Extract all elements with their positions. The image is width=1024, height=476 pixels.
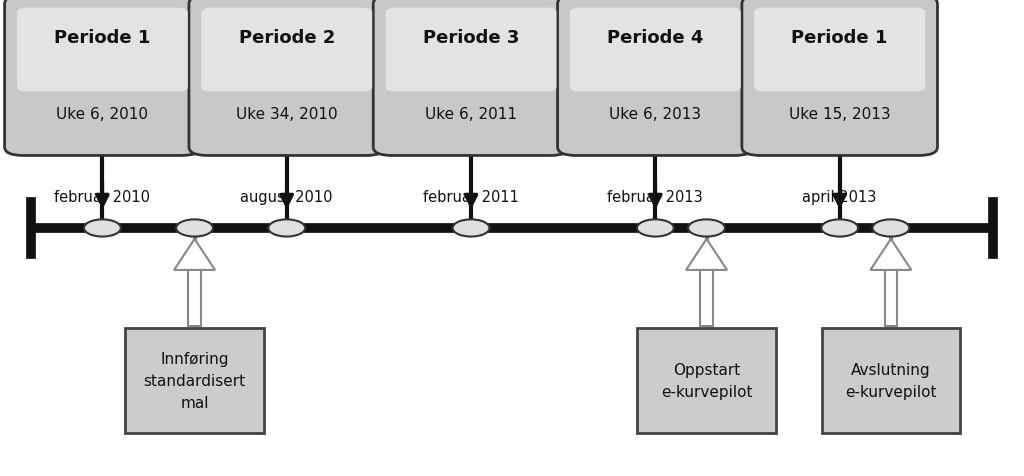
FancyBboxPatch shape xyxy=(741,0,938,156)
Text: februar 2010: februar 2010 xyxy=(54,190,151,205)
Circle shape xyxy=(637,220,674,237)
FancyBboxPatch shape xyxy=(557,0,754,156)
Text: Periode 2: Periode 2 xyxy=(239,29,335,47)
FancyBboxPatch shape xyxy=(5,0,201,156)
Circle shape xyxy=(176,220,213,237)
Text: Oppstart
e-kurvepilot: Oppstart e-kurvepilot xyxy=(660,362,753,399)
FancyBboxPatch shape xyxy=(637,328,776,433)
FancyBboxPatch shape xyxy=(189,0,385,156)
Text: Uke 34, 2010: Uke 34, 2010 xyxy=(236,107,338,121)
FancyBboxPatch shape xyxy=(201,9,373,92)
Text: Periode 4: Periode 4 xyxy=(607,29,703,47)
FancyBboxPatch shape xyxy=(125,328,264,433)
Text: februar 2011: februar 2011 xyxy=(423,190,519,205)
Circle shape xyxy=(872,220,909,237)
FancyBboxPatch shape xyxy=(17,9,188,92)
Text: Avslutning
e-kurvepilot: Avslutning e-kurvepilot xyxy=(845,362,937,399)
Polygon shape xyxy=(174,239,215,270)
FancyBboxPatch shape xyxy=(754,9,926,92)
Text: Innføring
standardisert
mal: Innføring standardisert mal xyxy=(143,351,246,410)
Circle shape xyxy=(84,220,121,237)
Text: Uke 6, 2010: Uke 6, 2010 xyxy=(56,107,148,121)
Text: Periode 3: Periode 3 xyxy=(423,29,519,47)
FancyBboxPatch shape xyxy=(373,0,569,156)
Bar xyxy=(188,270,201,326)
FancyBboxPatch shape xyxy=(385,9,557,92)
Text: Uke 6, 2013: Uke 6, 2013 xyxy=(609,107,701,121)
Text: Uke 6, 2011: Uke 6, 2011 xyxy=(425,107,517,121)
Bar xyxy=(700,270,713,326)
FancyBboxPatch shape xyxy=(569,9,741,92)
Text: Periode 1: Periode 1 xyxy=(792,29,888,47)
Circle shape xyxy=(268,220,305,237)
Text: februar 2013: februar 2013 xyxy=(607,190,703,205)
Bar xyxy=(885,270,897,326)
Circle shape xyxy=(688,220,725,237)
Circle shape xyxy=(821,220,858,237)
FancyBboxPatch shape xyxy=(821,328,961,433)
Text: august 2010: august 2010 xyxy=(241,190,333,205)
Circle shape xyxy=(453,220,489,237)
Text: april 2013: april 2013 xyxy=(803,190,877,205)
Text: Uke 15, 2013: Uke 15, 2013 xyxy=(788,107,891,121)
Text: Periode 1: Periode 1 xyxy=(54,29,151,47)
Polygon shape xyxy=(686,239,727,270)
Polygon shape xyxy=(870,239,911,270)
